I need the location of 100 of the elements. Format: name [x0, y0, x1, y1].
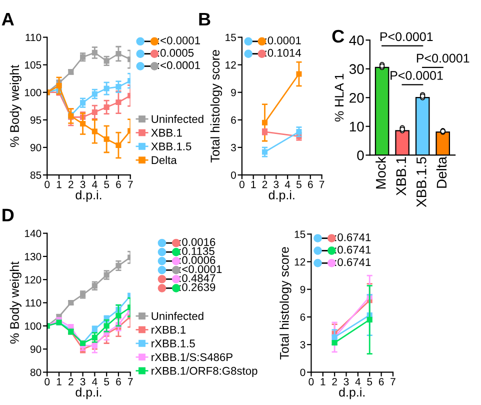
annotation: :0.6741: [335, 258, 371, 266]
y-tick-label: 85: [30, 171, 42, 179]
annotation: P<0.0001: [416, 54, 470, 63]
y-tick-label: 80: [30, 368, 42, 376]
legend-label: rXBB.1.5: [152, 340, 195, 348]
legend-label: rXBB.1/ORF8:G8stop: [152, 366, 258, 377]
annotation: P<0.0001: [380, 32, 433, 42]
legend-label: rXBB.1/S:S486P: [152, 352, 232, 362]
x-tick-label: 3: [80, 378, 86, 386]
text: :0.0005: [158, 48, 194, 57]
x-axis-title: d.p.i.: [339, 387, 364, 400]
y-tick-label: 40: [349, 35, 364, 46]
x-tick-label: 5: [104, 180, 110, 188]
x-tick-label: 1: [56, 180, 62, 188]
legend-label: XBB.1: [151, 128, 182, 137]
x-tick-label: 0: [239, 180, 244, 188]
y-tick-label: 9: [300, 286, 306, 294]
x-axis-title: d.p.i.: [268, 190, 294, 202]
text: :0.1135: [180, 247, 214, 256]
chart-title: A: [2, 12, 14, 26]
y-tick-label: 6: [231, 116, 236, 124]
y-tick-label: 90: [30, 346, 42, 353]
chart-title: B: [199, 12, 210, 26]
y-axis-title: % HLA 1: [334, 74, 344, 122]
x-tick-label: 4: [355, 378, 361, 386]
x-tick-label: 5: [104, 378, 110, 386]
x-tick-label: 6: [308, 180, 313, 188]
chart-title: C: [332, 30, 344, 43]
x-tick-label: 4: [92, 378, 98, 386]
x-tick-label: 2: [332, 378, 337, 386]
text: :0.2639: [180, 283, 216, 292]
y-axis-title: Total histology score: [210, 50, 222, 162]
annotation: :0.6741: [335, 233, 371, 242]
y-axis-title: % Body weight: [10, 64, 22, 148]
x-axis-title: d.p.i.: [76, 387, 102, 400]
text: :0.0016: [180, 238, 216, 246]
text: :<0.0001: [158, 36, 200, 44]
x-tick-label: 7: [128, 180, 133, 188]
x-tick-label: XBB.1.5: [416, 157, 426, 208]
chart-title: D: [2, 208, 14, 222]
x-tick-label: 7: [319, 180, 324, 188]
text: :0.0006: [180, 256, 216, 264]
x-tick-label: 3: [344, 378, 349, 386]
y-tick-label: 10: [350, 122, 364, 132]
x-tick-label: 1: [320, 378, 326, 386]
legend-label: rXBB.1: [152, 326, 186, 334]
y-tick-label: 140: [25, 230, 42, 238]
y-tick-label: 100: [25, 322, 42, 330]
y-tick-label: 95: [30, 116, 42, 124]
x-tick-label: XBB.1: [396, 157, 406, 196]
y-tick-label: 120: [25, 276, 42, 284]
x-tick-label: Delta: [436, 156, 447, 188]
x-tick-label: 4: [284, 180, 290, 188]
x-tick-label: 7: [390, 378, 396, 386]
y-tick-label: 105: [25, 61, 42, 69]
x-tick-label: 2: [68, 378, 74, 386]
x-tick-label: 1: [56, 378, 62, 386]
text: :<0.0001: [180, 265, 222, 274]
x-tick-label: 5: [367, 378, 372, 386]
x-tick-label: 5: [296, 180, 302, 188]
y-tick-label: 12: [226, 61, 236, 69]
x-tick-label: 2: [262, 180, 268, 188]
x-tick-label: 0: [44, 180, 50, 188]
annotation: P<0.0001: [390, 71, 443, 80]
x-tick-label: 6: [116, 378, 121, 386]
y-tick-label: 130: [25, 252, 42, 260]
y-tick-label: 0: [300, 368, 306, 376]
y-axis-title: Total histology score: [280, 247, 292, 360]
y-tick-label: 15: [226, 34, 236, 42]
x-tick-label: Mock: [376, 156, 386, 189]
y-tick-label: 90: [30, 144, 42, 152]
y-tick-label: 6: [300, 313, 306, 321]
legend-label: Uninfected: [152, 312, 204, 320]
x-tick-label: 7: [128, 378, 133, 386]
x-tick-label: 6: [378, 378, 384, 386]
x-tick-label: 3: [274, 180, 279, 188]
x-axis-title: d.p.i.: [76, 190, 102, 202]
y-tick-label: 110: [26, 299, 42, 307]
y-tick-label: 20: [350, 92, 364, 103]
annotation: :0.1014: [265, 48, 302, 57]
x-tick-label: 6: [116, 180, 121, 188]
x-tick-label: 0: [44, 378, 50, 386]
y-axis-title: % Body weight: [10, 261, 22, 344]
annotation: :0.0001: [265, 36, 301, 44]
y-tick-label: 9: [231, 88, 236, 96]
text: :0.4847: [180, 274, 216, 282]
y-tick-label: 100: [25, 88, 42, 96]
x-tick-label: 2: [68, 180, 74, 188]
y-tick-label: 0: [357, 150, 364, 160]
y-tick-label: 3: [300, 341, 306, 348]
x-tick-label: 0: [308, 378, 314, 386]
x-tick-label: 4: [92, 180, 98, 188]
y-tick-label: 110: [26, 34, 42, 42]
y-tick-label: 3: [230, 144, 236, 152]
y-tick-label: 30: [349, 64, 364, 74]
annotation: :0.6741: [335, 246, 371, 254]
legend-label: XBB.1.5: [151, 142, 192, 150]
x-tick-label: 3: [80, 180, 86, 188]
legend-label: Uninfected: [152, 114, 204, 123]
y-tick-label: 15: [294, 230, 306, 238]
